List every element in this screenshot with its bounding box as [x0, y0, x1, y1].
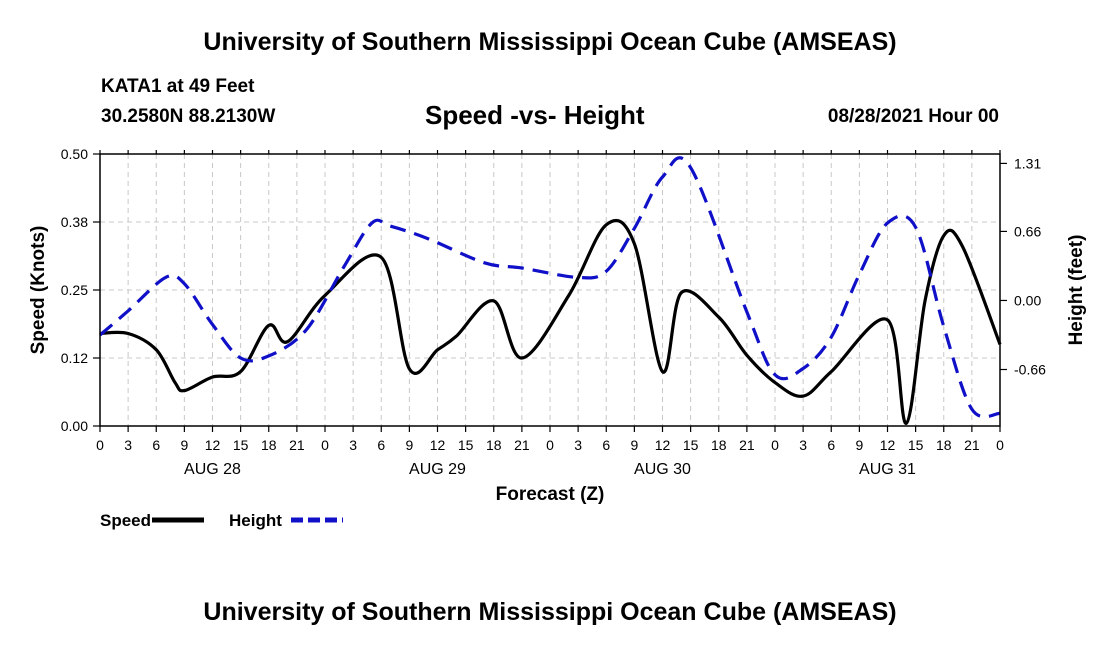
y2-tick-label: 0.66	[1014, 223, 1041, 239]
y2-tick-label: -0.66	[1014, 362, 1046, 378]
x-tick-label: 6	[377, 437, 385, 453]
x-tick-label: 21	[964, 437, 980, 453]
chart-subtitle: Speed -vs- Height	[425, 100, 645, 130]
x-tick-label: 3	[799, 437, 807, 453]
x-tick-label: 3	[574, 437, 582, 453]
x-tick-label: 15	[908, 437, 924, 453]
x-tick-label: 21	[514, 437, 530, 453]
legend-label-height: Height	[229, 511, 282, 530]
y2-axis-title: Height (feet)	[1066, 235, 1087, 346]
y-tick-label: 0.25	[61, 282, 88, 298]
series-line-speed	[99, 218, 1002, 425]
x-tick-label: 9	[180, 437, 188, 453]
x-tick-label: 18	[486, 437, 502, 453]
x-tick-label: 12	[430, 437, 446, 453]
y-axis-title: Speed (Knots)	[28, 226, 49, 355]
x-tick-label: 3	[349, 437, 357, 453]
x-tick-label: 9	[855, 437, 863, 453]
y2-tick-label: 0.00	[1014, 292, 1041, 308]
y-tick-label: 0.50	[61, 146, 88, 162]
y-tick-label: 0.12	[61, 350, 88, 366]
x-tick-label: 15	[683, 437, 699, 453]
x-day-label: AUG 30	[634, 461, 691, 478]
x-tick-label: 9	[405, 437, 413, 453]
x-day-label: AUG 31	[859, 461, 916, 478]
forecast-datetime: 08/28/2021 Hour 00	[827, 106, 999, 127]
x-tick-label: 0	[996, 437, 1004, 453]
x-tick-label: 18	[711, 437, 727, 453]
station-label: KATA1 at 49 Feet	[101, 76, 255, 97]
x-tick-label: 21	[739, 437, 755, 453]
bottom-title: University of Southern Mississippi Ocean…	[203, 598, 897, 626]
axes	[93, 150, 1007, 432]
x-tick-label: 18	[936, 437, 952, 453]
x-day-label: AUG 29	[409, 461, 466, 478]
legend: Speed Height	[100, 511, 343, 530]
x-tick-label: 3	[124, 437, 132, 453]
x-tick-label: 12	[655, 437, 671, 453]
grid	[99, 153, 1001, 427]
x-tick-label: 0	[321, 437, 329, 453]
x-axis-title: Forecast (Z)	[496, 484, 605, 505]
legend-label-speed: Speed	[100, 511, 151, 530]
x-tick-label: 18	[261, 437, 277, 453]
x-tick-label: 6	[827, 437, 835, 453]
x-tick-label: 12	[880, 437, 896, 453]
top-title: University of Southern Mississippi Ocean…	[203, 28, 897, 56]
x-tick-label: 9	[630, 437, 638, 453]
x-tick-label: 0	[771, 437, 779, 453]
x-tick-label: 6	[152, 437, 160, 453]
y-tick-label: 0.38	[61, 214, 88, 230]
x-tick-label: 6	[602, 437, 610, 453]
y-tick-label: 0.00	[61, 418, 88, 434]
x-tick-label: 0	[546, 437, 554, 453]
series-line-height	[98, 156, 1001, 419]
x-tick-label: 15	[233, 437, 249, 453]
y2-tick-label: 1.31	[1014, 155, 1041, 171]
x-tick-label: 12	[205, 437, 221, 453]
x-tick-label: 21	[289, 437, 305, 453]
coordinates-label: 30.2580N 88.2130W	[101, 106, 276, 127]
x-tick-label: 0	[96, 437, 104, 453]
x-tick-label: 15	[458, 437, 474, 453]
series-layer	[98, 156, 1002, 425]
axis-labels: 0 3 6 9 12 15 18 21 0 3 6 9 12 15 18 21 0 3 6 9 12 15 18 21 0 3 6 9…	[28, 146, 1087, 505]
x-day-label: AUG 28	[184, 461, 241, 478]
